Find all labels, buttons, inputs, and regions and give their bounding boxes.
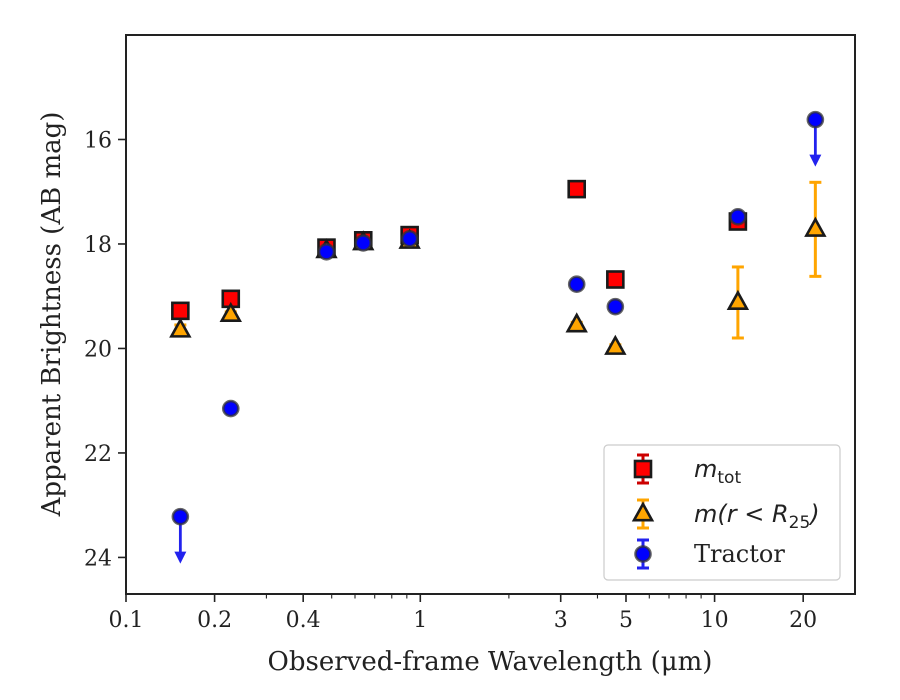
mr25-point [219, 301, 242, 323]
upper-limit-arrow-head [809, 154, 822, 167]
tractor-point [317, 243, 336, 261]
tractor-point [221, 399, 240, 418]
tractor-point [171, 507, 190, 526]
x-tick-label: 1 [413, 608, 427, 633]
y-tick-label: 20 [84, 337, 112, 362]
y-axis-label: Apparent Brightness (AB mag) [37, 112, 67, 518]
mr25-point [804, 216, 827, 237]
legend-marker-square [633, 459, 653, 479]
y-tick-label: 22 [84, 442, 112, 467]
legend-label-mtot: mtot [694, 455, 741, 488]
x-tick-label: 3 [554, 608, 568, 633]
data-marks [169, 110, 827, 564]
mr25-point [604, 334, 627, 355]
x-tick-label: 0.2 [197, 608, 232, 633]
tractor-point [729, 208, 747, 226]
tractor-point [567, 275, 586, 293]
legend-box [603, 444, 841, 581]
legend-marker-circle [634, 545, 652, 563]
x-tick-label: 20 [789, 608, 817, 633]
x-tick-label: 10 [701, 608, 729, 633]
plot-frame [125, 34, 856, 595]
mr25-point [565, 312, 588, 333]
series-circle [171, 110, 825, 564]
legend-markers [631, 453, 655, 570]
tractor-point [354, 234, 373, 252]
mr25-point [169, 317, 192, 338]
x-tick-label: 5 [619, 608, 633, 633]
x-axis-label: Observed-frame Wavelength (μm) [268, 647, 713, 677]
x-tick-label: 0.4 [286, 608, 321, 633]
y-tick-label: 16 [84, 128, 112, 153]
legend-label-mr25: m(r < R25) [694, 500, 820, 533]
ticks: 0.1 0.2 0.4 1 3 5 10 20 16 18 20 22 24 [84, 128, 817, 633]
legend: mtot m(r < R25) Tractor [603, 444, 841, 581]
mr25-point [726, 289, 750, 310]
mtot-point [171, 301, 190, 321]
tractor-point [806, 110, 825, 129]
tractor-point [400, 229, 419, 248]
mtot-point [567, 179, 587, 199]
y-tick-label: 18 [84, 233, 112, 258]
legend-label-tractor: Tractor [694, 540, 785, 568]
upper-limit-arrow-head [174, 551, 187, 564]
y-tick-label: 24 [84, 546, 112, 571]
tractor-point [606, 297, 625, 316]
x-tick-label: 0.1 [109, 608, 144, 633]
mtot-point [606, 270, 625, 289]
legend-marker-triangle [631, 501, 655, 522]
